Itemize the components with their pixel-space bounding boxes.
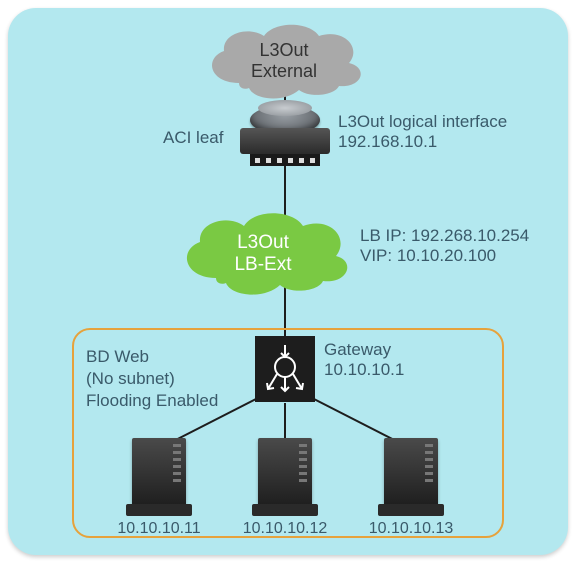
aci-leaf-label: ACI leaf (163, 128, 223, 148)
server-3 (378, 438, 444, 516)
gateway-line2: 10.10.10.1 (324, 360, 404, 380)
cloud-lbext-line2: LB-Ext (168, 254, 358, 276)
cloud-lbext-line1: L3Out (168, 232, 358, 254)
vip-label: VIP: 10.10.20.100 (360, 246, 529, 266)
server-2 (252, 438, 318, 516)
server-3-ip: 10.10.10.13 (356, 520, 466, 538)
server-1 (126, 438, 192, 516)
bd-line1: BD Web (86, 346, 218, 368)
load-balancer-icon (255, 336, 315, 402)
diagram-canvas: L3Out External ACI leaf L3Out logical in… (8, 8, 568, 555)
aci-leaf-switch (240, 128, 330, 168)
server-2-ip: 10.10.10.12 (230, 520, 340, 538)
cloud-lbext: L3Out LB-Ext (168, 206, 358, 298)
cloud-external: L3Out External (194, 18, 374, 103)
l3out-if-line1: L3Out logical interface (338, 112, 507, 132)
bd-line3: Flooding Enabled (86, 390, 218, 412)
lb-ip-label: LB IP: 192.268.10.254 (360, 226, 529, 246)
cloud-external-line2: External (194, 61, 374, 82)
gateway-line1: Gateway (324, 340, 404, 360)
l3out-if-line2: 192.168.10.1 (338, 132, 507, 152)
bd-line2: (No subnet) (86, 368, 218, 390)
cloud-external-line1: L3Out (194, 40, 374, 61)
server-1-ip: 10.10.10.11 (104, 520, 214, 538)
